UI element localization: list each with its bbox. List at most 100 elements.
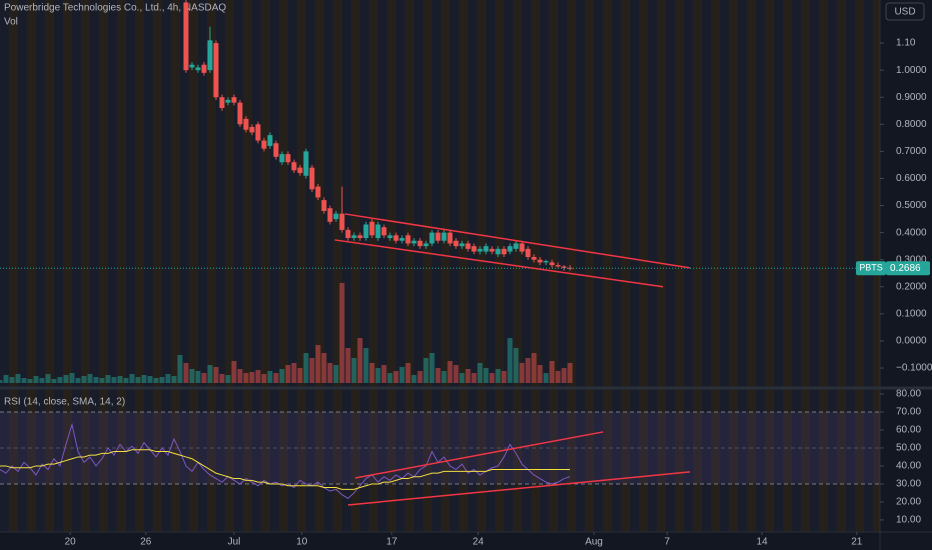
- volume-bar: [147, 376, 153, 383]
- candle-body: [447, 232, 453, 244]
- volume-bar: [219, 374, 225, 383]
- candle-body: [489, 248, 495, 252]
- volume-bar: [153, 378, 159, 383]
- volume-bar: [423, 358, 429, 383]
- candle-body: [519, 243, 525, 252]
- candle-body: [531, 256, 537, 260]
- volume-bar: [21, 378, 27, 383]
- volume-bar: [465, 369, 471, 383]
- volume-bar: [135, 377, 141, 383]
- rsi-title: RSI (14, close, SMA, 14, 2): [4, 397, 125, 408]
- volume-bar: [369, 363, 375, 383]
- volume-bar: [129, 374, 135, 383]
- last-price: 0.2686: [890, 263, 921, 274]
- y-tick-label: 0.8000: [896, 119, 927, 130]
- volume-bar: [93, 377, 99, 383]
- candle-body: [465, 243, 471, 249]
- candle-body: [525, 248, 531, 257]
- candle-body: [261, 140, 267, 149]
- volume-bar: [171, 376, 177, 383]
- y-tick-label: 0.0000: [896, 336, 927, 347]
- candle-body: [543, 261, 549, 263]
- volume-bar: [543, 373, 549, 383]
- candle-body: [453, 240, 459, 247]
- x-tick-label: 21: [851, 537, 863, 548]
- volume-bar: [417, 371, 423, 383]
- currency[interactable]: USD: [894, 7, 915, 18]
- volume-bar: [267, 371, 273, 383]
- candle-body: [357, 235, 363, 239]
- volume-bar: [321, 353, 327, 383]
- candle-body: [399, 238, 405, 241]
- y-tick-label: 10.00: [896, 515, 921, 526]
- volume-bar: [351, 358, 357, 383]
- y-tick-label: 0.7000: [896, 146, 927, 157]
- volume-bar: [249, 372, 255, 383]
- x-tick-label: 14: [756, 537, 768, 548]
- x-tick-label: 10: [296, 537, 308, 548]
- candle-body: [483, 246, 489, 252]
- candle-body: [195, 67, 201, 71]
- volume-bar: [477, 363, 483, 383]
- volume-bar: [81, 376, 87, 383]
- volume-bar: [195, 371, 201, 383]
- candle-body: [285, 154, 291, 163]
- candle-body: [255, 124, 261, 141]
- x-tick-label: Aug: [585, 537, 603, 548]
- volume-bar: [297, 368, 303, 383]
- volume-bar: [111, 377, 117, 383]
- rsi-line: [0, 449, 570, 490]
- candle-body: [273, 143, 279, 157]
- volume-bar: [291, 363, 297, 383]
- volume-bar: [105, 375, 111, 383]
- volume-bar: [57, 377, 63, 383]
- candle-body: [321, 200, 327, 211]
- volume-bar: [363, 348, 369, 383]
- volume-bar: [303, 353, 309, 383]
- volume-bar: [207, 365, 213, 383]
- volume-bar: [567, 363, 573, 383]
- candle-body: [507, 246, 513, 252]
- volume-bar: [177, 355, 183, 383]
- candle-body: [201, 64, 207, 73]
- volume-bar: [123, 378, 129, 383]
- volume-bar: [495, 369, 501, 383]
- candle-body: [249, 127, 255, 133]
- volume-bar: [243, 373, 249, 383]
- session-background: [0, 0, 880, 532]
- candle-body: [393, 235, 399, 241]
- volume-bar: [309, 358, 315, 383]
- y-tick-label: 50.00: [896, 443, 921, 454]
- volume-bar: [357, 338, 363, 383]
- candle-body: [315, 186, 321, 198]
- trendline: [355, 431, 604, 479]
- volume-bar: [279, 369, 285, 383]
- y-tick-label: 0.6000: [896, 173, 927, 184]
- candle-body: [345, 229, 351, 239]
- trendline: [347, 471, 691, 506]
- candle-body: [411, 240, 417, 244]
- volume-bar: [405, 363, 411, 383]
- volume-bar: [159, 377, 165, 383]
- volume-label: Vol: [4, 17, 18, 28]
- volume-bar: [165, 374, 171, 383]
- candle-body: [243, 118, 249, 130]
- y-tick-label: 0.9000: [896, 92, 927, 103]
- volume-bar: [273, 373, 279, 383]
- candle-body: [537, 259, 543, 263]
- volume-bar: [399, 367, 405, 383]
- volume-bar: [15, 374, 21, 383]
- rsi-band: [0, 411, 880, 484]
- volume-bar: [489, 373, 495, 383]
- trendline: [334, 239, 664, 288]
- volume-bar: [225, 375, 231, 383]
- x-tick-label: 24: [473, 537, 485, 548]
- candle-body: [441, 232, 447, 241]
- volume-bar: [237, 369, 243, 383]
- candle-body: [549, 262, 555, 266]
- currency-button[interactable]: [885, 2, 925, 21]
- x-tick-label: 17: [386, 537, 398, 548]
- volume-bar: [447, 361, 453, 383]
- candle-body: [501, 248, 507, 255]
